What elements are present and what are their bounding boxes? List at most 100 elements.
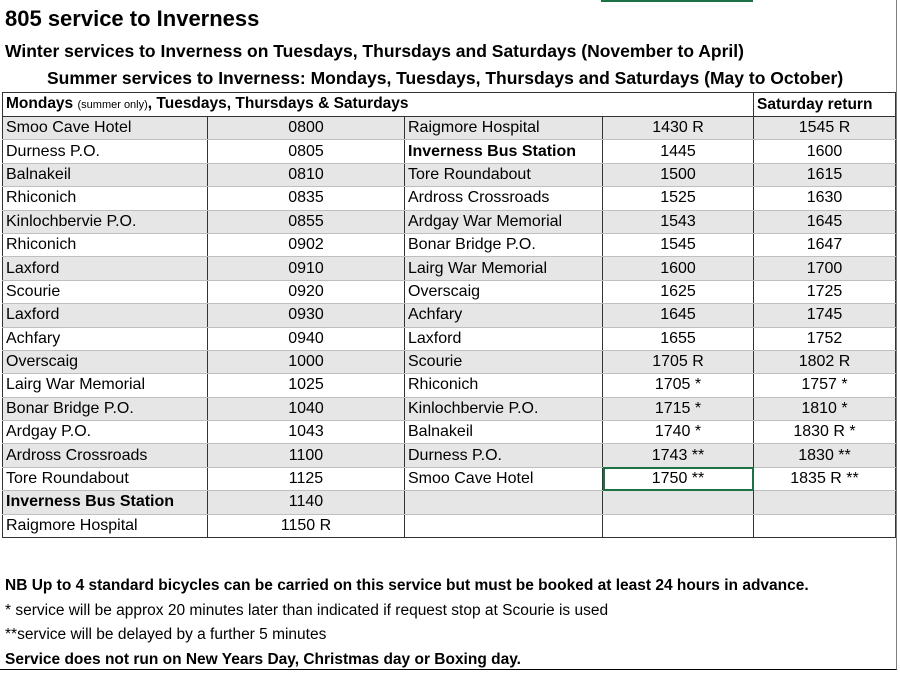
outbound-stop-cell[interactable]: Bonar Bridge P.O. bbox=[2, 397, 208, 422]
return-stop-cell[interactable] bbox=[404, 490, 603, 515]
outbound-stop-cell[interactable]: Raigmore Hospital bbox=[2, 514, 208, 539]
return-time-cell[interactable]: 1430 R bbox=[602, 116, 754, 141]
outbound-time-cell[interactable]: 1000 bbox=[207, 350, 405, 375]
saturday-return-time-cell[interactable]: 1835 R ** bbox=[753, 467, 896, 492]
outbound-stop-cell[interactable]: Ardross Crossroads bbox=[2, 443, 208, 468]
outbound-stop-cell[interactable]: Inverness Bus Station bbox=[2, 490, 208, 515]
outbound-stop-cell[interactable]: Balnakeil bbox=[2, 163, 208, 188]
return-time-cell[interactable]: 1705 * bbox=[602, 373, 754, 398]
return-time-cell[interactable]: 1445 bbox=[602, 139, 754, 164]
return-stop-cell[interactable]: Smoo Cave Hotel bbox=[404, 467, 603, 492]
outbound-time-cell[interactable]: 0810 bbox=[207, 163, 405, 188]
return-stop-cell[interactable]: Durness P.O. bbox=[404, 443, 603, 468]
return-stop-cell[interactable]: Kinlochbervie P.O. bbox=[404, 397, 603, 422]
outbound-time-cell[interactable]: 0920 bbox=[207, 280, 405, 305]
outbound-time-cell[interactable]: 0902 bbox=[207, 233, 405, 258]
saturday-return-time-cell[interactable]: 1757 * bbox=[753, 373, 896, 398]
saturday-return-time-cell[interactable] bbox=[753, 514, 896, 539]
outbound-stop-cell[interactable]: Rhiconich bbox=[2, 186, 208, 211]
outbound-time-cell[interactable]: 1043 bbox=[207, 420, 405, 445]
return-time-cell[interactable]: 1525 bbox=[602, 186, 754, 211]
return-time-cell[interactable]: 1740 * bbox=[602, 420, 754, 445]
outbound-stop-cell[interactable]: Tore Roundabout bbox=[2, 467, 208, 492]
saturday-return-time-cell[interactable]: 1752 bbox=[753, 327, 896, 351]
outbound-time-cell[interactable]: 0835 bbox=[207, 186, 405, 211]
outbound-time-cell[interactable]: 1140 bbox=[207, 490, 405, 515]
return-time-cell[interactable]: 1743 ** bbox=[602, 443, 754, 468]
return-time-cell[interactable]: 1500 bbox=[602, 163, 754, 188]
saturday-return-header[interactable]: Saturday return bbox=[753, 92, 896, 117]
return-stop-cell[interactable] bbox=[404, 514, 603, 539]
return-stop-cell[interactable]: Scourie bbox=[404, 350, 603, 375]
table-row: Balnakeil 0810 Tore Roundabout 1500 1615 bbox=[2, 163, 896, 188]
outbound-time-cell[interactable]: 0910 bbox=[207, 256, 405, 281]
outbound-time-cell[interactable]: 0930 bbox=[207, 303, 405, 328]
outbound-stop-cell[interactable]: Kinlochbervie P.O. bbox=[2, 210, 208, 234]
return-stop-cell[interactable]: Inverness Bus Station bbox=[404, 139, 603, 164]
return-time-cell[interactable]: 1600 bbox=[602, 256, 754, 281]
return-stop-cell[interactable]: Rhiconich bbox=[404, 373, 603, 398]
return-time-cell[interactable] bbox=[602, 490, 754, 515]
return-time-cell[interactable]: 1625 bbox=[602, 280, 754, 305]
outbound-stop-cell[interactable]: Smoo Cave Hotel bbox=[2, 116, 208, 141]
outbound-stop-cell[interactable]: Durness P.O. bbox=[2, 139, 208, 164]
return-stop-cell[interactable]: Raigmore Hospital bbox=[404, 116, 603, 141]
return-time-cell[interactable]: 1750 ** bbox=[602, 467, 754, 492]
outbound-stop-cell[interactable]: Overscaig bbox=[2, 350, 208, 375]
table-row: Raigmore Hospital 1150 R bbox=[2, 514, 896, 539]
outbound-stop-cell[interactable]: Rhiconich bbox=[2, 233, 208, 258]
saturday-return-time-cell[interactable]: 1645 bbox=[753, 210, 896, 234]
return-time-cell[interactable]: 1705 R bbox=[602, 350, 754, 375]
saturday-return-time-cell[interactable]: 1630 bbox=[753, 186, 896, 211]
return-time-cell[interactable]: 1543 bbox=[602, 210, 754, 234]
outbound-time-cell[interactable]: 0855 bbox=[207, 210, 405, 234]
saturday-return-time-cell[interactable]: 1600 bbox=[753, 139, 896, 164]
return-time-cell[interactable]: 1545 bbox=[602, 233, 754, 258]
outbound-time-cell[interactable]: 0800 bbox=[207, 116, 405, 141]
return-time-cell[interactable]: 1655 bbox=[602, 327, 754, 351]
outbound-time-cell[interactable]: 0940 bbox=[207, 327, 405, 351]
outbound-stop-cell[interactable]: Lairg War Memorial bbox=[2, 373, 208, 398]
saturday-return-time-cell[interactable]: 1545 R bbox=[753, 116, 896, 141]
return-stop-cell[interactable]: Achfary bbox=[404, 303, 603, 328]
return-stop-cell[interactable]: Ardross Crossroads bbox=[404, 186, 603, 211]
table-row: Ardgay P.O. 1043 Balnakeil 1740 * 1830 R * bbox=[2, 420, 896, 445]
return-stop-cell[interactable]: Balnakeil bbox=[404, 420, 603, 445]
notes-block: NB Up to 4 standard bicycles can be carr… bbox=[5, 574, 809, 672]
summer-services-subtitle: Summer services to Inverness: Mondays, T… bbox=[47, 68, 844, 88]
outbound-stop-cell[interactable]: Laxford bbox=[2, 256, 208, 281]
saturday-return-time-cell[interactable]: 1830 ** bbox=[753, 443, 896, 468]
days-header-cell[interactable]: Mondays (summer only), Tuesdays, Thursda… bbox=[2, 92, 754, 117]
outbound-stop-cell[interactable]: Laxford bbox=[2, 303, 208, 328]
return-time-cell[interactable] bbox=[602, 514, 754, 539]
saturday-return-time-cell[interactable]: 1700 bbox=[753, 256, 896, 281]
outbound-time-cell[interactable]: 1100 bbox=[207, 443, 405, 468]
outbound-time-cell[interactable]: 0805 bbox=[207, 139, 405, 164]
saturday-return-time-cell[interactable]: 1725 bbox=[753, 280, 896, 305]
return-stop-cell[interactable]: Lairg War Memorial bbox=[404, 256, 603, 281]
return-stop-cell[interactable]: Laxford bbox=[404, 327, 603, 351]
table-row: Ardross Crossroads 1100 Durness P.O. 1743 *… bbox=[2, 443, 896, 468]
no-service-note: Service does not run on New Years Day, C… bbox=[5, 650, 521, 668]
saturday-return-time-cell[interactable]: 1647 bbox=[753, 233, 896, 258]
return-stop-cell[interactable]: Ardgay War Memorial bbox=[404, 210, 603, 234]
saturday-return-time-cell[interactable]: 1830 R * bbox=[753, 420, 896, 445]
return-stop-cell[interactable]: Bonar Bridge P.O. bbox=[404, 233, 603, 258]
table-row: Scourie 0920 Overscaig 1625 1725 bbox=[2, 280, 896, 305]
return-stop-cell[interactable]: Overscaig bbox=[404, 280, 603, 305]
outbound-stop-cell[interactable]: Scourie bbox=[2, 280, 208, 305]
outbound-time-cell[interactable]: 1125 bbox=[207, 467, 405, 492]
return-stop-cell[interactable]: Tore Roundabout bbox=[404, 163, 603, 188]
saturday-return-time-cell[interactable] bbox=[753, 490, 896, 515]
outbound-stop-cell[interactable]: Ardgay P.O. bbox=[2, 420, 208, 445]
return-time-cell[interactable]: 1715 * bbox=[602, 397, 754, 422]
outbound-stop-cell[interactable]: Achfary bbox=[2, 327, 208, 351]
saturday-return-time-cell[interactable]: 1802 R bbox=[753, 350, 896, 375]
saturday-return-time-cell[interactable]: 1810 * bbox=[753, 397, 896, 422]
outbound-time-cell[interactable]: 1040 bbox=[207, 397, 405, 422]
saturday-return-time-cell[interactable]: 1615 bbox=[753, 163, 896, 188]
outbound-time-cell[interactable]: 1150 R bbox=[207, 514, 405, 539]
return-time-cell[interactable]: 1645 bbox=[602, 303, 754, 328]
saturday-return-time-cell[interactable]: 1745 bbox=[753, 303, 896, 328]
outbound-time-cell[interactable]: 1025 bbox=[207, 373, 405, 398]
